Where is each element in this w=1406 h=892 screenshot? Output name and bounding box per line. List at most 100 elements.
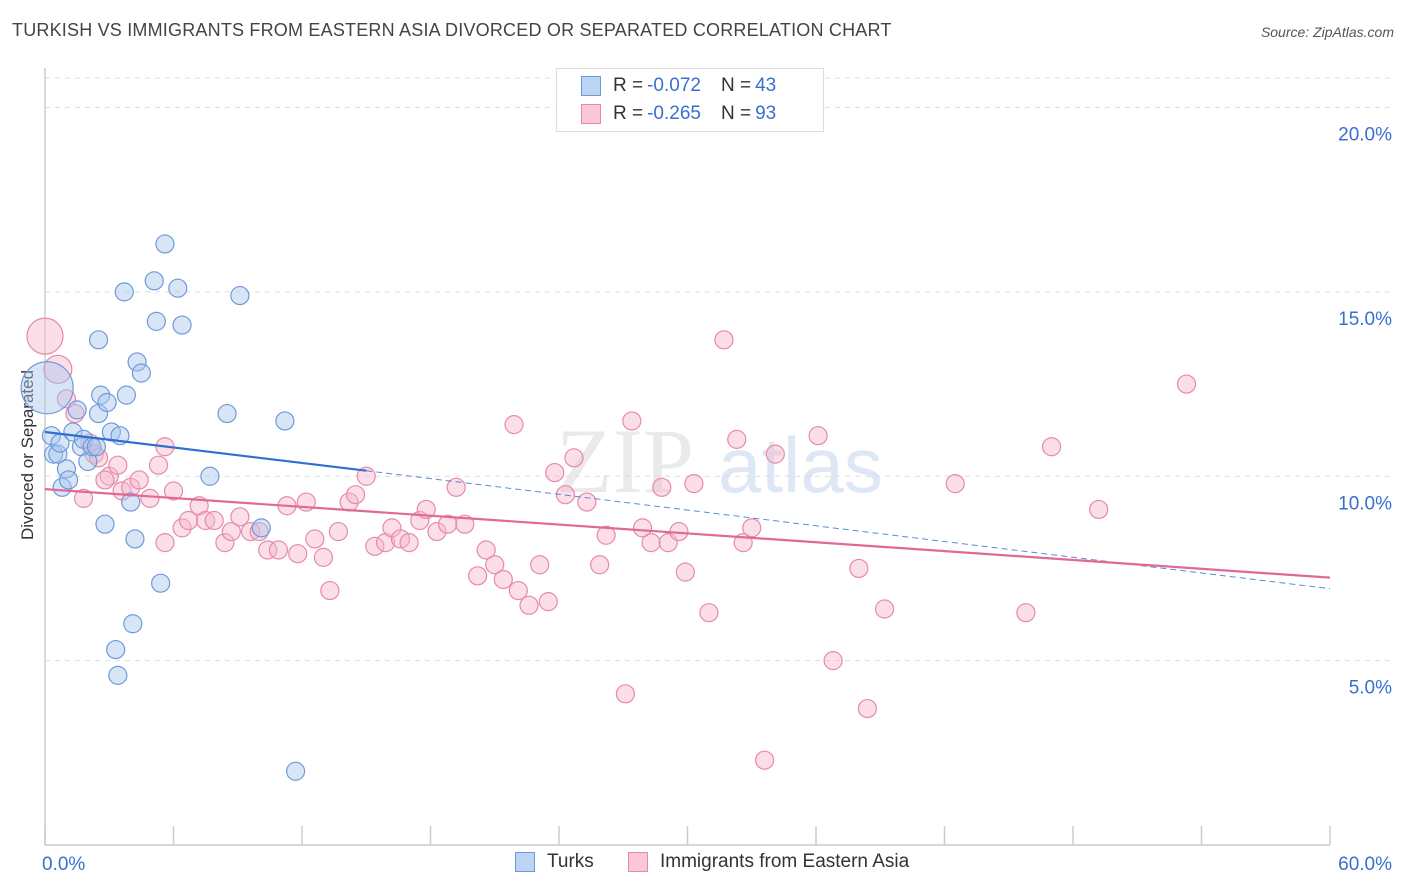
legend-swatch-asia (581, 104, 601, 124)
data-point-asia (148, 455, 169, 475)
data-point-turks (144, 271, 164, 291)
data-point-asia (1041, 437, 1062, 457)
data-point-turks (20, 361, 74, 415)
data-point-turks (95, 514, 115, 534)
data-point-asia (230, 507, 250, 527)
data-point-asia (577, 492, 597, 512)
grid (45, 77, 1392, 662)
data-point-asia (221, 521, 241, 542)
data-point-asia (857, 698, 878, 719)
data-point-asia (545, 462, 565, 483)
data-point-asia (754, 750, 775, 770)
data-point-turks (91, 385, 111, 405)
data-point-asia (108, 455, 128, 475)
data-point-turks (67, 400, 87, 420)
data-point-turks (172, 315, 192, 335)
trend-line-turks (44, 430, 367, 472)
data-point-asia (945, 474, 965, 494)
bottom-legend-turks: Turks (515, 851, 594, 873)
data-point-asia (26, 317, 64, 355)
chart-title: TURKISH VS IMMIGRANTS FROM EASTERN ASIA … (12, 20, 892, 40)
data-point-asia (493, 569, 513, 590)
data-point-turks (131, 363, 151, 383)
data-point-turks (151, 573, 171, 593)
x-tick-label-max: 60.0% (1338, 854, 1392, 875)
trend-line-turks-extrapolated (366, 470, 1331, 590)
data-point-asia (268, 540, 289, 560)
source-label: Source: ZipAtlas.com (1260, 24, 1394, 40)
data-point-asia (305, 529, 325, 549)
data-point-turks (58, 470, 79, 490)
data-point-asia (476, 540, 496, 560)
data-point-asia (140, 488, 160, 508)
data-point-asia (641, 533, 661, 553)
data-point-turks (125, 529, 145, 549)
data-point-turks (78, 451, 98, 472)
data-point-asia (874, 599, 895, 619)
y-tick-label: 10.0% (1338, 493, 1392, 514)
legend-n-value: 93 (755, 103, 777, 124)
trend-lines (44, 430, 1331, 590)
data-point-asia (365, 536, 385, 556)
data-point-asia (675, 562, 695, 582)
data-point-asia (163, 481, 184, 501)
data-point-asia (530, 555, 550, 575)
data-point-turks (116, 385, 136, 405)
bottom-legend-asia: Immigrants from Eastern Asia (628, 851, 909, 873)
legend-n-label: N = (720, 75, 752, 96)
data-point-turks (108, 665, 128, 685)
y-tick-label: 5.0% (1349, 678, 1392, 699)
data-point-asia (849, 558, 869, 579)
data-point-asia (1176, 374, 1197, 394)
data-point-asia (519, 595, 539, 615)
data-point-turks (106, 639, 126, 660)
legend-n-value: 43 (755, 75, 777, 96)
bottom-legend-label-asia: Immigrants from Eastern Asia (660, 851, 910, 872)
data-point-turks (123, 614, 143, 634)
data-point-asia (564, 448, 584, 468)
data-point-asia (615, 684, 635, 704)
series-asia-points (26, 317, 1197, 770)
data-point-asia (468, 566, 488, 586)
legend-row-turks: R = -0.072 N = 43 (557, 72, 776, 100)
bottom-legend-swatch-turks (515, 852, 535, 872)
data-point-asia (178, 510, 199, 531)
data-point-turks (127, 352, 147, 372)
data-point-asia (455, 514, 475, 534)
data-point-asia (727, 429, 747, 449)
data-point-asia (765, 444, 785, 464)
data-point-asia (714, 330, 734, 350)
data-point-turks (146, 311, 166, 331)
data-point-asia (345, 485, 366, 505)
data-point-asia (258, 540, 278, 560)
data-point-asia (155, 533, 175, 553)
data-point-asia (328, 521, 349, 542)
series-turks-points (20, 234, 306, 781)
data-point-turks (200, 466, 220, 486)
data-point-turks (86, 437, 107, 457)
legend-row-asia: R = -0.265 N = 93 (557, 100, 776, 128)
data-point-turks (52, 477, 72, 497)
y-tick-label: 20.0% (1338, 125, 1392, 146)
data-point-asia (446, 477, 466, 497)
data-point-turks (168, 278, 188, 298)
data-point-asia (823, 651, 843, 671)
data-point-asia (485, 555, 505, 575)
x-tick-label-min: 0.0% (42, 854, 85, 875)
data-point-asia (538, 592, 558, 612)
bottom-legend-swatch-asia (628, 852, 648, 872)
data-point-asia (652, 477, 672, 497)
data-point-turks (88, 330, 109, 350)
bottom-legend-label-turks: Turks (547, 851, 594, 872)
data-point-asia (508, 580, 528, 601)
data-point-turks (217, 403, 237, 424)
data-point-asia (399, 533, 419, 553)
data-point-asia (204, 510, 224, 531)
data-point-turks (121, 492, 141, 512)
watermark: ZIP atlas (556, 410, 883, 512)
tick-labels: 5.0% 10.0% 15.0% 20.0% 0.0% 60.0% (42, 125, 1392, 876)
data-point-asia (808, 426, 828, 446)
legend-n-label: N = (720, 103, 752, 124)
data-point-turks (114, 282, 134, 302)
